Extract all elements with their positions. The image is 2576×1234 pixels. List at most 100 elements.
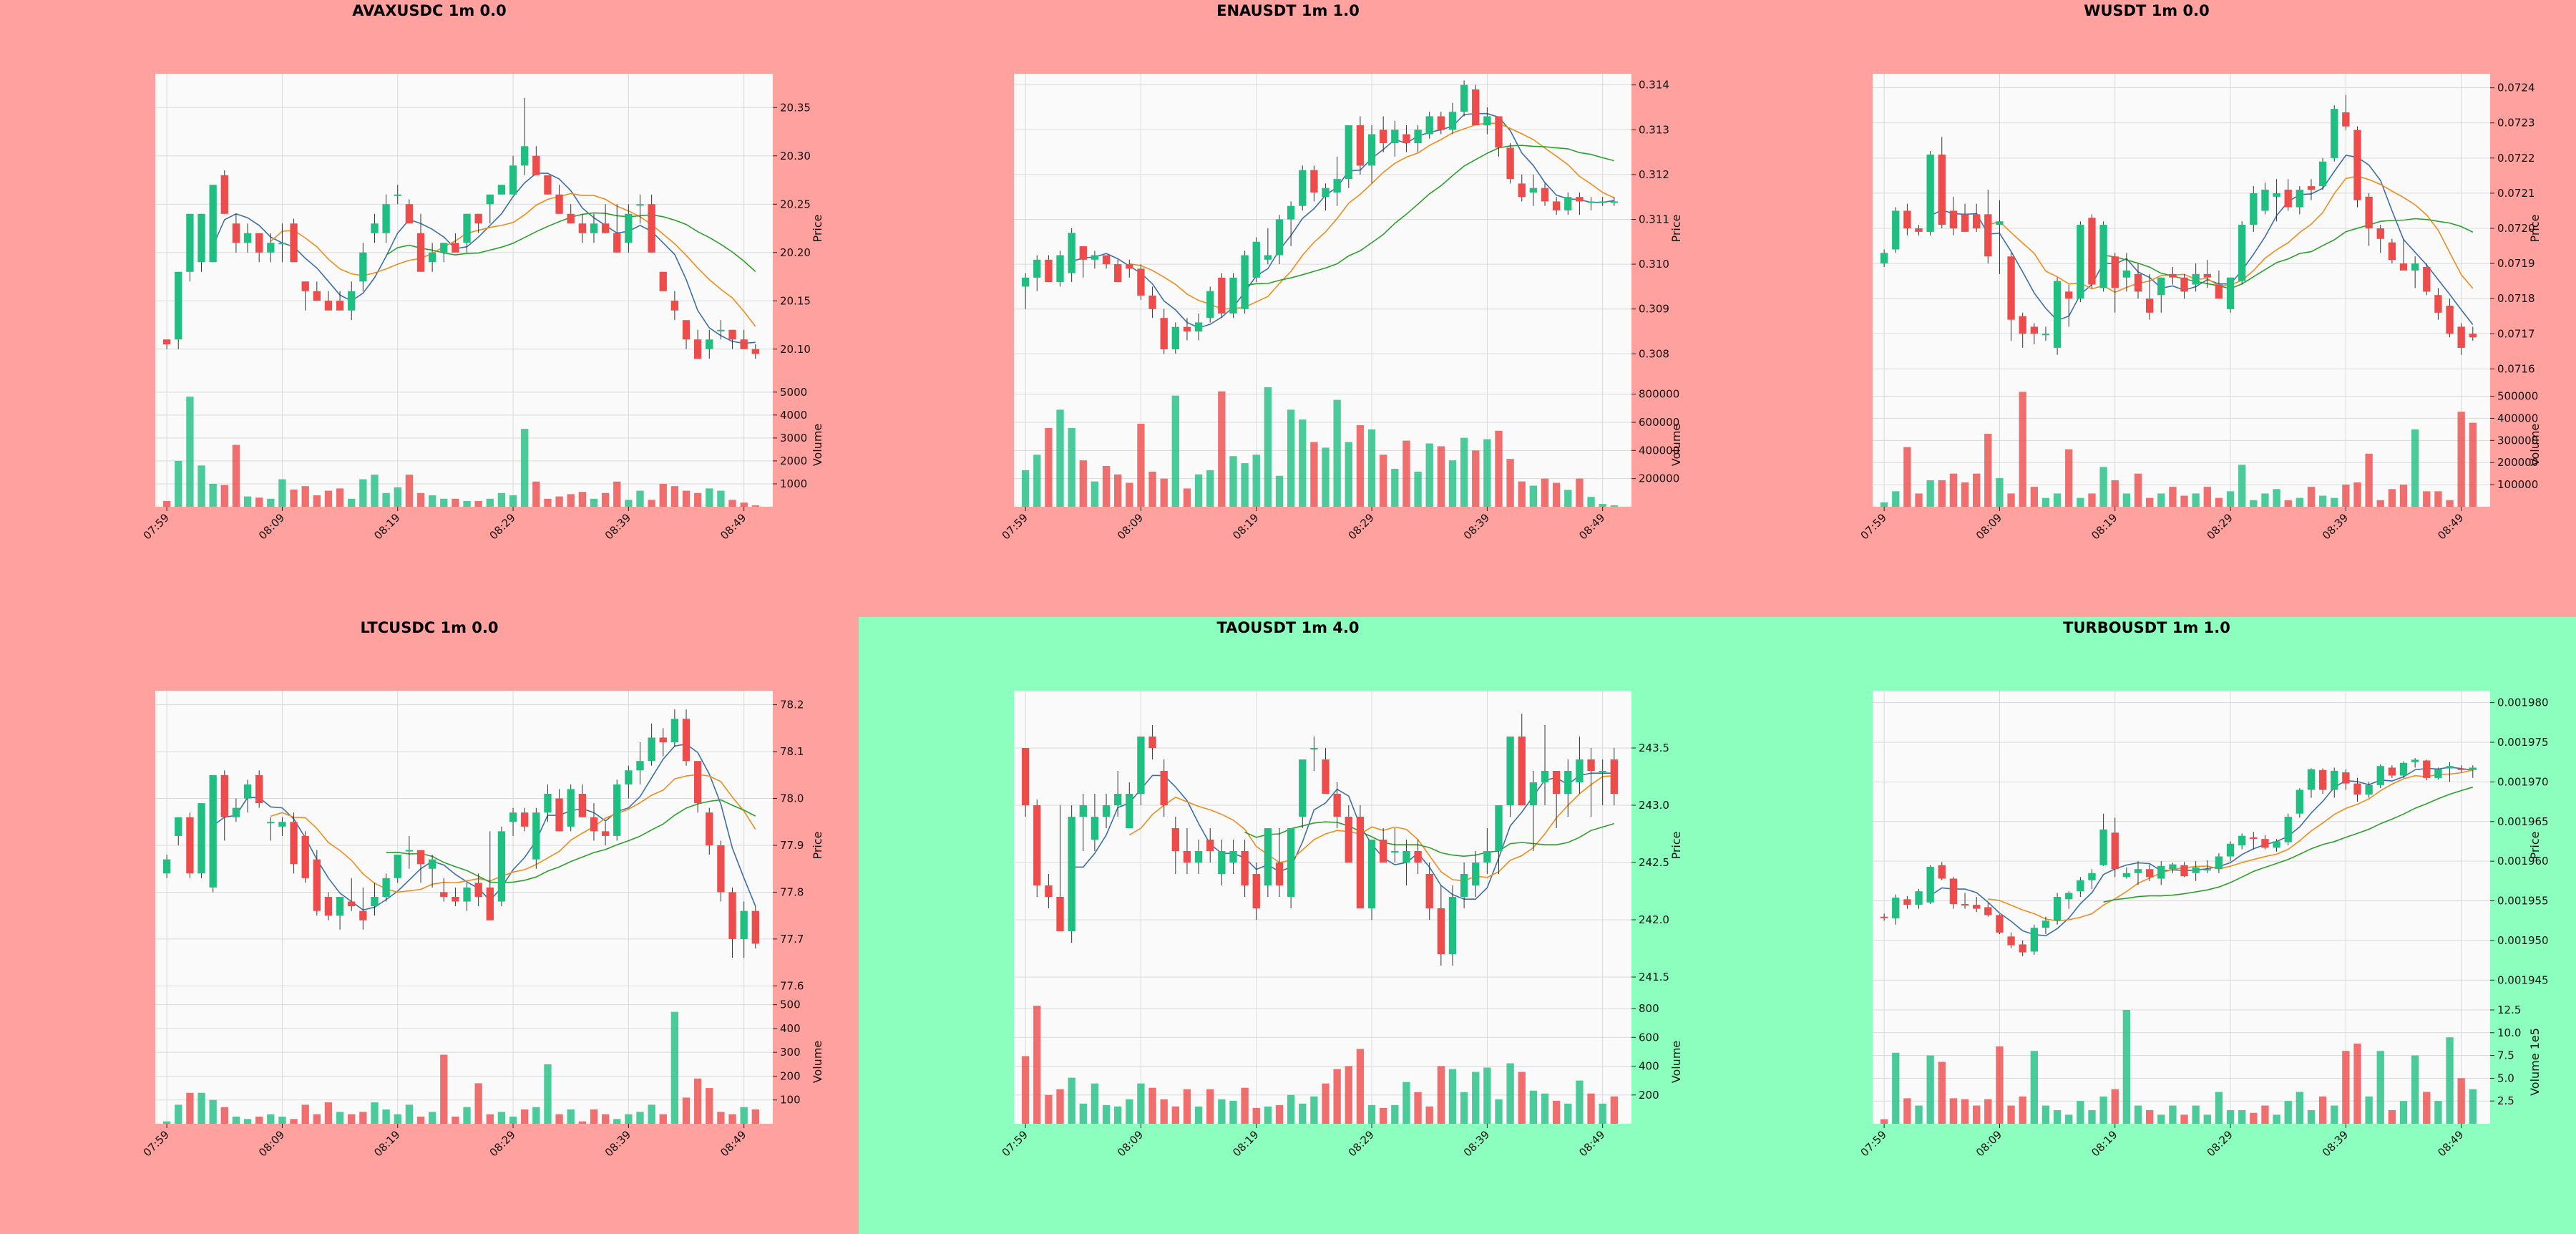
volume-tick-label: 500 [780, 999, 801, 1011]
candle-body [2353, 130, 2361, 200]
candle-body [2088, 873, 2096, 880]
price-tick-label: 0.0721 [2497, 187, 2535, 200]
price-tick-label: 20.25 [780, 198, 811, 210]
volume-bar [1275, 1104, 1284, 1124]
candle-body [1892, 210, 1900, 250]
volume-tick-label: 200000 [1639, 472, 1679, 485]
candle-body [1402, 851, 1410, 863]
volume-bar [278, 1117, 286, 1124]
candle-body [590, 817, 598, 832]
volume-bar [1079, 460, 1087, 507]
volume-bar [2434, 491, 2442, 507]
volume-tick-label: 200 [780, 1069, 801, 1082]
volume-bar [232, 444, 240, 507]
volume-tick-label: 400000 [1639, 444, 1679, 457]
volume-bar [2030, 1051, 2038, 1124]
candle-body [567, 213, 575, 224]
price-plot-area [1014, 691, 1631, 1000]
price-tick-label: 0.309 [1639, 303, 1669, 316]
moving-average-line [270, 193, 756, 327]
volume-bar [1380, 455, 1387, 507]
candle-body [1599, 771, 1606, 772]
volume-bar [2342, 485, 2350, 507]
candle-body [382, 878, 390, 897]
candle-body [1241, 255, 1249, 309]
volume-tick-label: 10.0 [2497, 1026, 2521, 1039]
candle-body [336, 897, 344, 916]
candle-body [2053, 897, 2062, 921]
candle-body [1926, 866, 1934, 903]
price-axis-label: Price [811, 214, 824, 242]
candle-body [1333, 794, 1341, 817]
candle-body [1610, 759, 1618, 794]
candle-body [2157, 865, 2165, 879]
candle-body [2273, 841, 2280, 848]
candle-body [2041, 334, 2050, 336]
volume-bar [220, 485, 228, 507]
candle-body [2203, 869, 2211, 871]
candle-body [278, 822, 286, 827]
volume-bar [1599, 504, 1606, 507]
candle-body [2134, 869, 2142, 873]
volume-bar [693, 1078, 702, 1124]
candle-body [2469, 767, 2477, 770]
candle-body [2238, 835, 2246, 845]
candle-body [1564, 197, 1572, 210]
volume-bar [751, 505, 759, 507]
candle-body [1506, 737, 1514, 805]
volume-bar [1402, 1082, 1410, 1124]
volume-bar [625, 1114, 633, 1124]
volume-bar [452, 498, 459, 507]
volume-bar [1414, 471, 1422, 507]
candle-body [2019, 944, 2026, 953]
candle-body [1425, 874, 1433, 908]
volume-bar [2331, 1105, 2338, 1124]
volume-bar [1460, 1092, 1468, 1124]
volume-bar [2053, 1109, 2062, 1124]
volume-bar [2030, 487, 2038, 507]
moving-average-line [1244, 145, 1614, 286]
volume-bar [717, 1112, 725, 1124]
candle-body [301, 835, 309, 878]
candle-body [416, 233, 425, 272]
candle-body [590, 223, 598, 233]
volume-bar [2041, 497, 2050, 507]
candle-body [2088, 218, 2096, 285]
candle-body [1171, 828, 1179, 851]
candle-body [1938, 865, 1946, 879]
volume-tick-label: 12.5 [2497, 1004, 2521, 1016]
candle-body [2145, 869, 2154, 878]
volume-tick-label: 800 [1639, 1002, 1659, 1015]
volume-bar [220, 1107, 228, 1124]
volume-bar [1973, 473, 1981, 507]
price-tick-label: 243.5 [1639, 742, 1669, 754]
price-axis-label: Price [2528, 214, 2542, 242]
price-tick-label: 0.001955 [2497, 895, 2549, 908]
candle-body [625, 770, 633, 784]
volume-bar [1241, 1087, 1249, 1124]
volume-bar [2215, 1092, 2223, 1124]
candle-body [197, 803, 205, 874]
volume-bar [1587, 1093, 1595, 1124]
volume-bar [1287, 409, 1295, 507]
volume-bar [497, 1112, 506, 1124]
volume-bar [2145, 497, 2154, 507]
volume-bar [2238, 1109, 2246, 1124]
volume-bar [601, 1114, 610, 1124]
candle-body [1160, 318, 1168, 350]
volume-bar [740, 502, 748, 507]
volume-bar [2446, 1037, 2454, 1124]
candle-body [348, 901, 356, 907]
candle-body [290, 223, 298, 263]
volume-bar [1483, 1067, 1491, 1124]
volume-bar [1483, 439, 1491, 507]
candle-body [1137, 268, 1145, 296]
volume-bar [2215, 497, 2223, 507]
volume-bar [175, 460, 182, 507]
volume-bar [1380, 1107, 1387, 1124]
candle-body [2134, 273, 2142, 292]
candle-body [1194, 851, 1203, 863]
candle-body [1961, 903, 1969, 905]
volume-bar [636, 1112, 644, 1124]
volume-bar [1310, 1096, 1318, 1124]
